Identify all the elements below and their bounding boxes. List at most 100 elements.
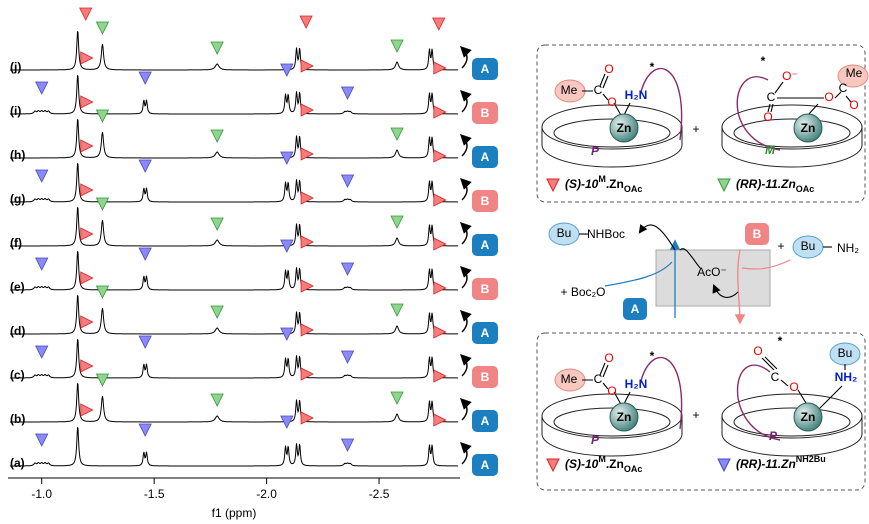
atom-label: O <box>607 95 616 109</box>
peak-marker <box>81 184 93 196</box>
figure: -1.0-1.5-2.0-2.5f1 (ppm)(j)A(i)B(h)A(g)B… <box>0 0 869 524</box>
switch-label: A <box>481 458 490 472</box>
trace: (b) A <box>10 360 498 432</box>
spectrum <box>10 31 458 70</box>
atom-label: O <box>753 344 762 358</box>
compound-label: (RR)-11.ZnNH2Bu <box>736 454 826 471</box>
label-part: OAc <box>624 464 643 474</box>
atom-label: P <box>769 429 778 443</box>
peak-marker <box>36 346 48 358</box>
peak-marker <box>81 360 93 372</box>
trace-label: (b) <box>10 412 25 426</box>
label-part: (S)-10 <box>565 457 599 471</box>
peak-marker <box>434 282 446 294</box>
peak-marker <box>81 140 93 152</box>
atom-label: Me <box>561 83 578 97</box>
atom-label: * <box>761 54 766 68</box>
trace-label: (h) <box>10 148 25 162</box>
peak-marker <box>96 198 108 210</box>
atom-label: * <box>778 334 783 348</box>
atom-label: C <box>839 81 848 95</box>
atom-label: NHBoc <box>587 227 625 241</box>
peak-marker <box>81 316 93 328</box>
switch-label: A <box>481 62 490 76</box>
peak-marker <box>139 424 151 436</box>
trace: (a)A <box>10 404 498 476</box>
atom-label: B <box>753 227 762 241</box>
atom-label: Bu <box>557 226 572 240</box>
peak-marker <box>434 62 446 74</box>
atom-label: Me <box>561 372 578 386</box>
compound-label: (S)-10M.ZnOAc <box>565 454 642 474</box>
peak-marker <box>96 374 108 386</box>
atom-label: O <box>789 380 798 394</box>
peak-marker <box>36 434 48 446</box>
peak-marker <box>81 272 93 284</box>
switch-label: A <box>481 150 490 164</box>
atom-label: * <box>650 349 655 363</box>
label-part: M <box>598 174 606 184</box>
atom-label: H₂N <box>625 88 648 102</box>
atom-label: NH₂ <box>835 370 858 384</box>
x-axis-label: f1 (ppm) <box>212 506 257 520</box>
peak-marker <box>211 394 223 406</box>
trace: (g)B <box>10 140 498 212</box>
spectrum <box>10 295 458 334</box>
plus-sign: + <box>692 122 699 136</box>
atom-label: + <box>777 239 784 253</box>
peak-marker <box>391 392 403 404</box>
scheme-panel: MeCOOH₂N*ZnPMeCOOH₂N*ZnP++*CO⁻OOCOMeZnM*… <box>537 45 868 490</box>
peak-marker <box>300 16 312 28</box>
label-part: (RR)-11.Zn <box>736 457 796 471</box>
peak-marker <box>211 42 223 54</box>
peak-marker <box>36 170 48 182</box>
switch-arrow <box>462 400 467 420</box>
trace-label: (f) <box>10 236 22 250</box>
atom-label: Zn <box>617 410 632 424</box>
trace: (e)B <box>10 228 498 300</box>
atom-label: C <box>771 370 780 384</box>
label-part: OAc <box>624 184 643 194</box>
atom-label: Zn <box>801 121 816 135</box>
trace: (f)A <box>10 184 498 256</box>
label-part: OAc <box>796 184 815 194</box>
x-tick-label: -1.5 <box>144 487 165 501</box>
switch-label: A <box>481 326 490 340</box>
trace: (c) B <box>10 316 498 388</box>
atom-label: C <box>594 83 603 97</box>
peak-marker <box>139 72 151 84</box>
peak-marker <box>391 304 403 316</box>
compound-label: (S)-10M.ZnOAc <box>565 174 642 194</box>
label-part: .Zn <box>606 457 624 471</box>
switch-label: A <box>481 414 490 428</box>
switch-arrow <box>462 92 467 112</box>
switch-arrow <box>462 224 467 244</box>
spectrum <box>10 163 458 202</box>
spectrum <box>10 339 458 378</box>
atom-label: Zn <box>617 121 632 135</box>
peak-marker <box>96 22 108 34</box>
x-tick-label: -2.0 <box>256 487 277 501</box>
peak-marker <box>391 216 403 228</box>
trace-label: (g) <box>10 192 25 206</box>
peak-marker <box>391 40 403 52</box>
spectrum <box>10 207 458 246</box>
atom-label: C <box>594 372 603 386</box>
spectrum <box>10 119 458 158</box>
spectra-panel: -1.0-1.5-2.0-2.5f1 (ppm)(j)A(i)B(h)A(g)B… <box>8 8 498 520</box>
peak-marker <box>211 218 223 230</box>
peak-marker <box>434 106 446 118</box>
switch-arrow <box>462 356 467 376</box>
legend-marker <box>718 459 730 471</box>
switch-label: B <box>481 370 490 384</box>
x-tick-label: -2.5 <box>369 487 390 501</box>
peak-marker <box>433 18 445 30</box>
spectrum <box>10 75 458 114</box>
label-part: (RR)-11.Zn <box>736 177 796 191</box>
legend-marker <box>718 179 730 191</box>
trace: (j)A <box>10 8 498 80</box>
trace-label: (c) <box>10 368 25 382</box>
label-part: (S)-10 <box>565 177 599 191</box>
peak-marker <box>139 336 151 348</box>
label-part: .Zn <box>606 177 624 191</box>
